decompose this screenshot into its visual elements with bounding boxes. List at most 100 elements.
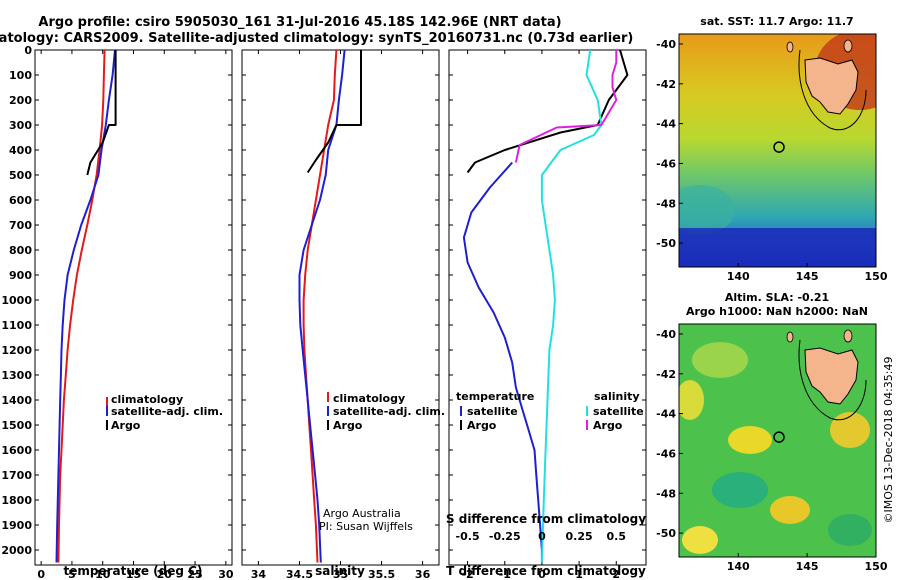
y-tick-label: 1400	[1, 394, 32, 407]
map-y-tick-label: -46	[656, 157, 676, 170]
x-tick-label: 35.5	[368, 568, 395, 580]
difference-y-ticks	[449, 49, 646, 551]
map-y-tick-label: -48	[656, 197, 676, 210]
x-tick-label: 34	[251, 568, 267, 580]
sla-map-panel: Altim. SLA: -0.21 Argo h1000: NaN h2000:…	[656, 291, 895, 573]
map-y-tick-label: -48	[656, 487, 676, 500]
difference-lines	[462, 50, 629, 563]
sst-map-title: sat. SST: 11.7 Argo: 11.7	[700, 15, 853, 28]
legend-label-sal-satellite: satellite	[593, 405, 644, 418]
sla-patch	[712, 472, 768, 508]
sst-map-panel: sat. SST: 11.7 Argo: 11.7 140 145 150 -40 -4…	[656, 15, 888, 283]
sla-patch	[679, 380, 704, 420]
salinity-diff-tick-label: 0.25	[566, 530, 593, 543]
x-tick-label: 34.5	[286, 568, 313, 580]
y-tick-label: 1200	[1, 344, 32, 357]
legend-label-sal-argo: Argo	[593, 419, 623, 432]
sla-map-title: Altim. SLA: -0.21	[725, 291, 829, 304]
salinity-lines	[298, 50, 362, 563]
series-line-argo	[86, 50, 117, 176]
y-tick-label: 1600	[1, 444, 32, 457]
series-line-argo	[514, 50, 618, 163]
x-tick-label: 25	[187, 568, 202, 580]
series-line-climatology	[57, 50, 106, 563]
sla-patch	[728, 426, 772, 454]
x-tick-label: 15	[126, 568, 141, 580]
map-y-tick-label: -46	[656, 447, 676, 460]
sla-patch	[682, 526, 718, 554]
difference-x-ticks: -2 -1 0 1 2	[461, 50, 620, 580]
map-x-tick-label: 140	[727, 560, 750, 573]
x-tick-label: 2	[612, 568, 620, 580]
sst-map-ticks: 140 145 150 -40 -42 -44 -46 -48 -50	[656, 38, 888, 283]
salinity-axes-box	[241, 49, 440, 566]
x-tick-label: 1	[575, 568, 583, 580]
y-tick-label: 400	[9, 144, 32, 157]
sla-map-frame	[678, 323, 877, 558]
x-tick-label: 5	[68, 568, 76, 580]
series-line-satellite	[540, 50, 603, 563]
x-tick-label: -1	[499, 568, 511, 580]
map-y-tick-label: -50	[656, 527, 676, 540]
y-tick-label: 0	[24, 44, 32, 57]
difference-legend: temperature salinity satellite Argo sate…	[456, 390, 644, 432]
legend-label-climatology: climatology	[111, 393, 183, 406]
difference-x-label: T difference from climatology	[446, 564, 646, 578]
map-y-tick-label: -42	[656, 78, 676, 91]
temperature-axes-box	[34, 49, 233, 566]
x-tick-label: 0	[538, 568, 546, 580]
series-line-satellite-adj-clim-	[55, 50, 116, 563]
y-tick-label: 1500	[1, 419, 32, 432]
x-tick-label: 0	[37, 568, 45, 580]
legend-label-satellite: satellite-adj. clim.	[333, 405, 445, 418]
bathymetry-contour	[798, 339, 867, 421]
salinity-x-label: salinity	[315, 564, 365, 578]
salinity-diff-tick-label: -0.25	[489, 530, 521, 543]
x-tick-label: 36	[415, 568, 431, 580]
difference-axes-box	[448, 49, 647, 566]
tasmania-land	[804, 347, 859, 405]
king-island	[786, 41, 794, 53]
map-y-tick-label: -40	[656, 38, 676, 51]
sla-map-subtitle: Argo h1000: NaN h2000: NaN	[686, 305, 868, 318]
map-x-tick-label: 140	[727, 270, 750, 283]
difference-panel: -2 -1 0 1 2 T difference from climatology S …	[446, 49, 647, 580]
legend-label-argo: Argo	[111, 419, 141, 432]
temperature-x-label: temperature (deg C)	[64, 564, 203, 578]
temperature-legend: climatology satellite-adj. clim. Argo	[106, 393, 223, 432]
argo-float-marker	[773, 141, 785, 153]
credit-principal-investigator: PI: Susan Wijffels	[319, 520, 413, 533]
x-tick-label: -2	[461, 568, 473, 580]
temperature-panel: 0100200300400500600700800900100011001200…	[1, 44, 233, 580]
y-tick-label: 1700	[1, 469, 32, 482]
map-y-tick-label: -42	[656, 368, 676, 381]
sst-map-frame	[678, 33, 877, 268]
sla-patch	[828, 514, 872, 546]
flinders-island	[843, 329, 853, 343]
legend-label-temp-argo: Argo	[467, 419, 497, 432]
y-tick-label: 600	[9, 194, 32, 207]
series-line-argo	[306, 50, 362, 174]
king-island	[786, 331, 794, 343]
salinity-diff-tick-label: -0.5	[456, 530, 480, 543]
map-x-tick-label: 145	[796, 560, 819, 573]
legend-label-temp-satellite: satellite	[467, 405, 518, 418]
map-y-tick-label: -44	[656, 408, 676, 421]
y-tick-label: 200	[9, 94, 32, 107]
x-tick-label: 20	[157, 568, 173, 580]
map-y-tick-label: -40	[656, 328, 676, 341]
tasmania-land	[804, 57, 859, 115]
legend-label-satellite: satellite-adj. clim.	[111, 405, 223, 418]
salinity-difference-axis-title: S difference from climatology	[446, 512, 646, 526]
y-tick-label: 1000	[1, 294, 32, 307]
x-tick-label: 30	[218, 568, 234, 580]
series-line-satellite	[462, 161, 543, 563]
y-tick-label: 300	[9, 119, 32, 132]
legend-label-argo: Argo	[333, 419, 363, 432]
y-tick-label: 1300	[1, 369, 32, 382]
temperature-y-ticks: 0 100 200 300 400 500 600 700 800 900 1000 1100 1200…	[1, 44, 232, 557]
figure-title-line2: Climatology: CARS2009. Satellite-adjuste…	[0, 31, 633, 46]
salinity-difference-tick-labels: -0.5 -0.25 0 0.25 0.5	[456, 530, 626, 543]
